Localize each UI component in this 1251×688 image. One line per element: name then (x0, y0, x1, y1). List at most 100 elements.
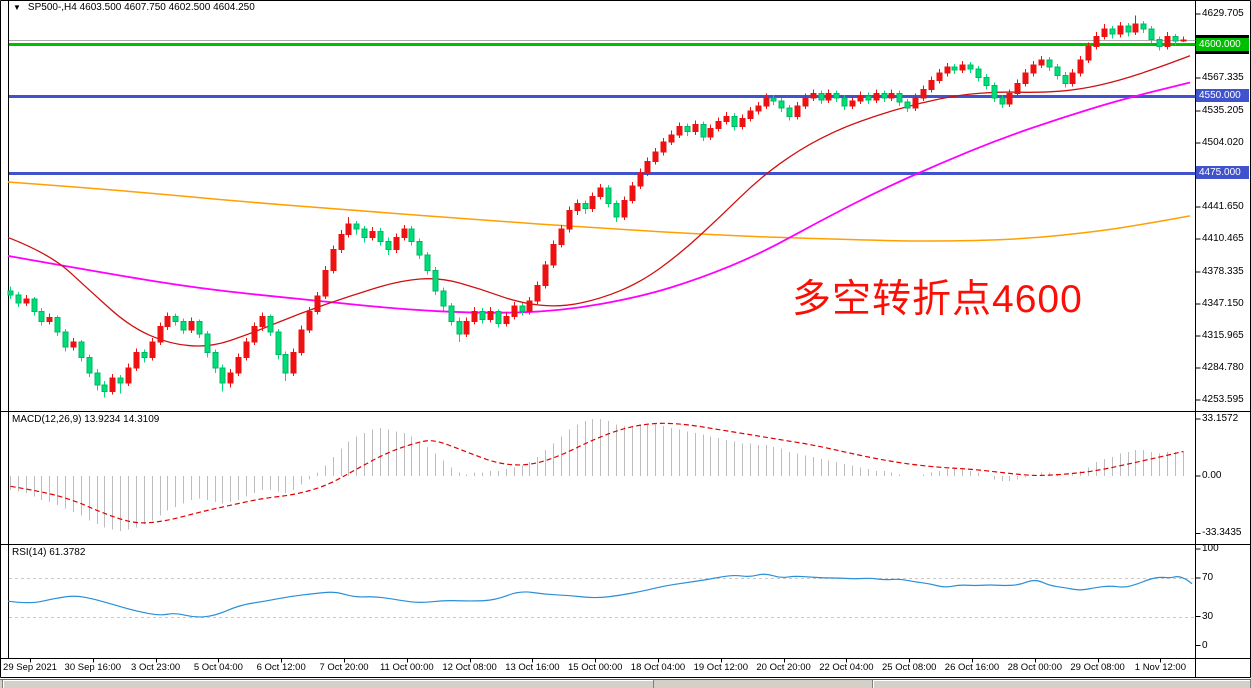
chart-annotation-text[interactable]: 多空转折点4600 (792, 278, 1083, 321)
time-tick-label: 18 Oct 04:00 (630, 662, 686, 673)
candle (526, 300, 533, 312)
candle (70, 341, 77, 348)
time-tick-label: 5 Oct 04:00 (193, 662, 243, 673)
candle (778, 100, 785, 109)
candle (1148, 28, 1155, 40)
candle (1069, 72, 1076, 84)
candle (944, 66, 951, 74)
price-tick-label: 4441.650 (1202, 201, 1244, 212)
candle (487, 310, 494, 321)
time-tick-label: 3 Oct 23:00 (131, 662, 181, 673)
candle (408, 228, 415, 243)
candle (912, 97, 919, 109)
candle (1101, 28, 1108, 37)
candle (928, 79, 935, 91)
candle (259, 315, 266, 328)
chart-title-bar: ▼ SP500-,H4 4603.500 4607.750 4602.500 4… (13, 2, 255, 13)
candle (755, 105, 762, 112)
candle (873, 93, 880, 101)
candle (180, 321, 187, 331)
candle (959, 64, 966, 71)
candle (345, 223, 352, 235)
candle (38, 310, 45, 323)
candle (219, 367, 226, 384)
price-tick-label: 4378.335 (1202, 265, 1244, 277)
candle (558, 228, 565, 246)
candle (62, 331, 69, 348)
candle (275, 331, 282, 355)
candle (125, 367, 132, 384)
ma-mid-magenta (7, 81, 1191, 314)
candle (881, 93, 888, 99)
candle (582, 203, 589, 210)
candle (1109, 28, 1116, 35)
candle (597, 187, 604, 197)
candle (463, 321, 470, 335)
candle (999, 97, 1006, 105)
candle (786, 107, 793, 117)
candle (833, 93, 840, 99)
candle (841, 97, 848, 107)
candle (668, 134, 675, 143)
candle (652, 151, 659, 162)
rsi-tick-label: 100 (1202, 543, 1219, 554)
candle (644, 160, 651, 174)
ma-slow-orange (7, 181, 1191, 242)
candle (188, 321, 195, 331)
candle (637, 172, 644, 187)
candle (385, 241, 392, 251)
macd-tick-label: 0.00 (1202, 470, 1222, 481)
candle (1006, 93, 1013, 105)
candle (101, 384, 108, 392)
candle (251, 326, 258, 343)
candle (330, 249, 337, 271)
candle (692, 124, 699, 133)
rsi-tick-label: 70 (1202, 572, 1214, 583)
time-tick-label: 7 Oct 20:00 (319, 662, 369, 673)
macd-indicator-label: MACD(12,26,9) 13.9234 14.3109 (12, 414, 160, 425)
candle (361, 228, 368, 238)
candle (164, 315, 171, 328)
time-tick-label: 12 Oct 08:00 (442, 662, 497, 673)
candle (991, 85, 998, 99)
candle (676, 126, 683, 136)
candle (739, 117, 746, 128)
candle (983, 76, 990, 87)
docked-window-edge-right[interactable] (872, 680, 1251, 688)
candle (888, 93, 895, 99)
time-tick-label: 13 Oct 16:00 (505, 662, 560, 673)
candle (975, 68, 982, 78)
candle (920, 89, 927, 99)
price-tick-label: 4567.335 (1202, 72, 1244, 83)
candle (1077, 59, 1084, 74)
macd-tick-label: 33.1572 (1202, 412, 1239, 424)
candle (1038, 59, 1045, 66)
candle (621, 199, 628, 218)
candle (54, 316, 61, 333)
candle (448, 305, 455, 323)
docked-window-edge-left[interactable] (2, 680, 654, 688)
candle (1172, 35, 1179, 42)
symbol-ohlc-title: SP500-,H4 4603.500 4607.750 4602.500 460… (27, 2, 255, 13)
candle (1164, 35, 1171, 48)
rsi-indicator-label: RSI(14) 61.3782 (12, 547, 86, 558)
candle (1062, 74, 1069, 84)
level-price-badge: 4600.000 (1196, 37, 1249, 51)
candle (298, 329, 305, 353)
candle (377, 230, 384, 243)
candle (86, 357, 93, 374)
candle (857, 95, 864, 102)
candle (23, 298, 30, 304)
symbol-dropdown-icon[interactable]: ▼ (13, 2, 21, 12)
candle (1046, 59, 1053, 68)
candle (589, 195, 596, 210)
candle (763, 97, 770, 107)
candle (849, 100, 856, 107)
candle (770, 97, 777, 102)
time-tick-label: 15 Oct 00:00 (567, 662, 623, 673)
candle (314, 295, 321, 312)
candle (534, 285, 541, 302)
price-tick-label: 4284.780 (1202, 361, 1244, 373)
time-tick-label: 29 Oct 08:00 (1070, 662, 1125, 673)
